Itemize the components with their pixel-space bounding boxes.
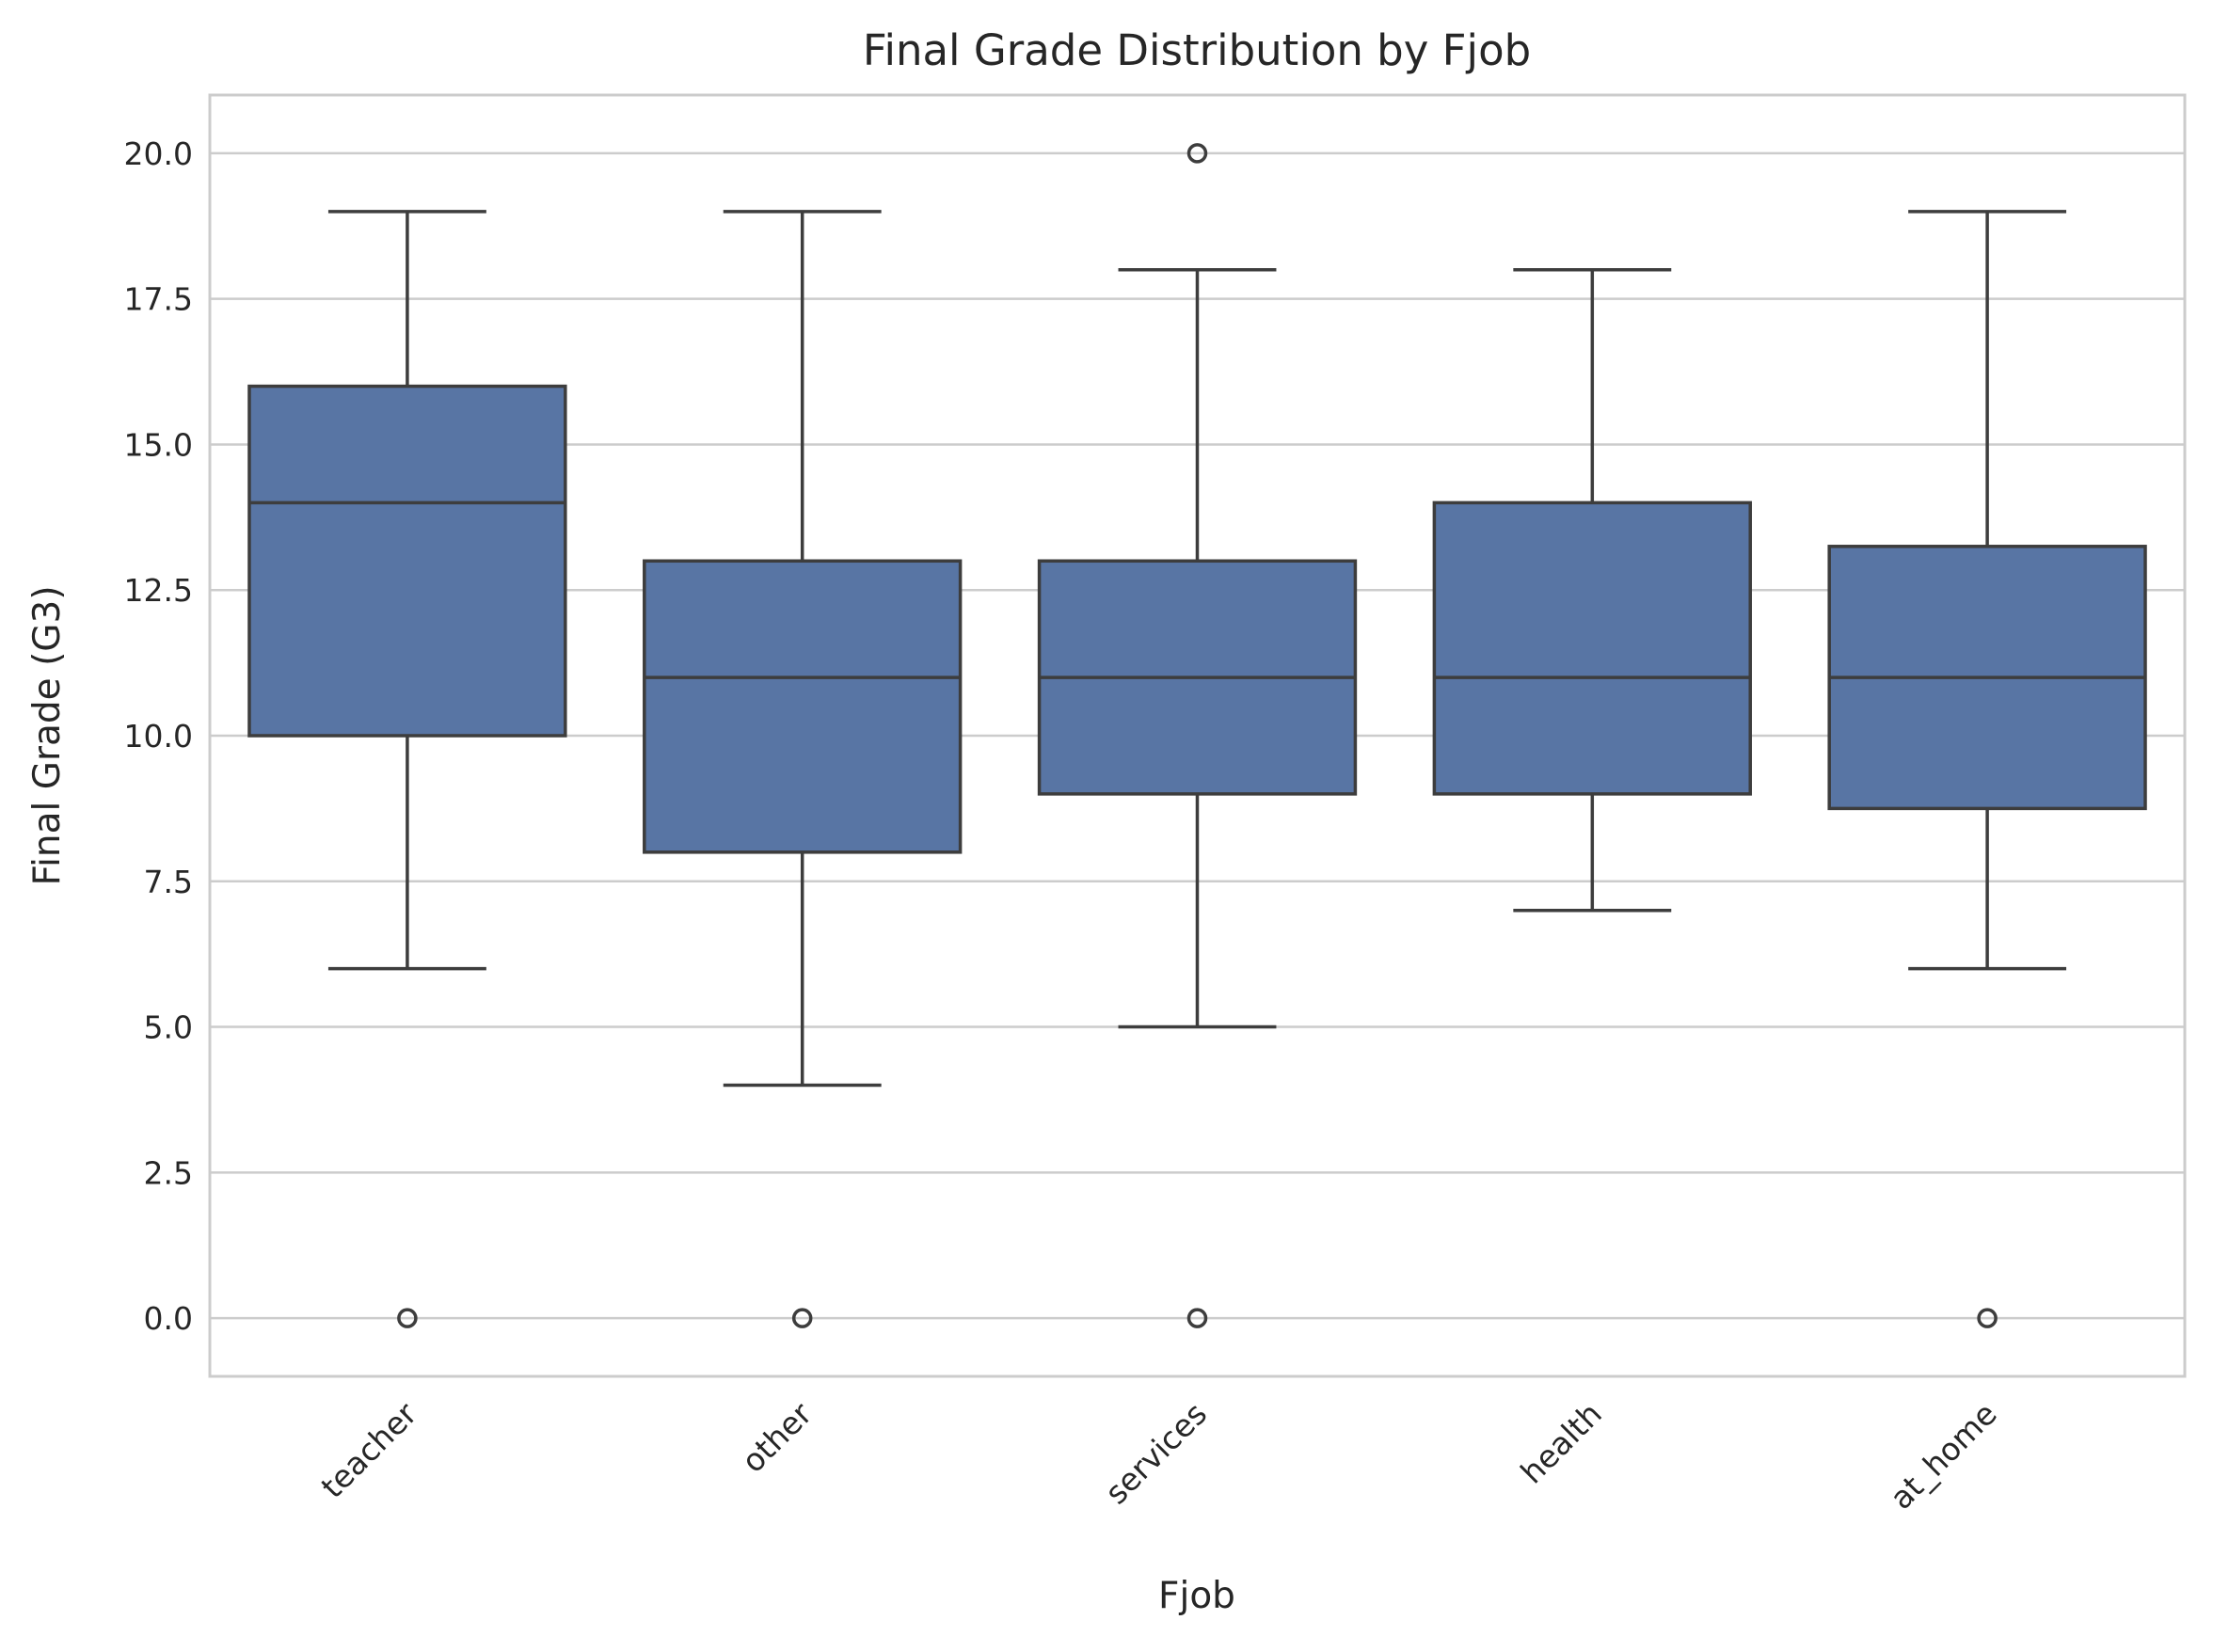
y-tick-label: 5.0 [144, 1009, 193, 1046]
box-body [1432, 500, 1752, 796]
outlier-point [1186, 143, 1208, 164]
outlier-point [1186, 1308, 1208, 1328]
y-tick-label: 20.0 [124, 135, 193, 172]
outlier-point [1977, 1308, 1998, 1328]
chart-title: Final Grade Distribution by Fjob [863, 25, 1531, 75]
y-tick-label: 2.5 [144, 1154, 193, 1191]
y-tick-label: 7.5 [144, 864, 193, 900]
box-at_home [1827, 210, 2147, 1328]
y-tick-labels: 0.0 2.5 5.0 7.5 10.0 12.5 15.0 17.5 20.0 [124, 135, 193, 1337]
y-tick-label: 15.0 [124, 426, 193, 463]
box-teacher [247, 210, 567, 1328]
box-body [643, 559, 963, 854]
box-health [1432, 267, 1752, 913]
box-body [247, 384, 567, 738]
y-tick-label: 10.0 [124, 718, 193, 755]
box-other [643, 210, 963, 1328]
plot-frame [208, 93, 2187, 1378]
y-tick-label: 12.5 [124, 572, 193, 609]
y-tick-label: 0.0 [144, 1300, 193, 1337]
y-tick-label: 17.5 [124, 281, 193, 318]
y-axis-label: Final Grade (G3) [26, 585, 69, 885]
outlier-point [397, 1308, 418, 1328]
box-services [1037, 143, 1358, 1328]
outlier-point [791, 1308, 813, 1328]
boxes [247, 143, 2147, 1328]
x-axis-label: Fjob [1158, 1575, 1235, 1617]
